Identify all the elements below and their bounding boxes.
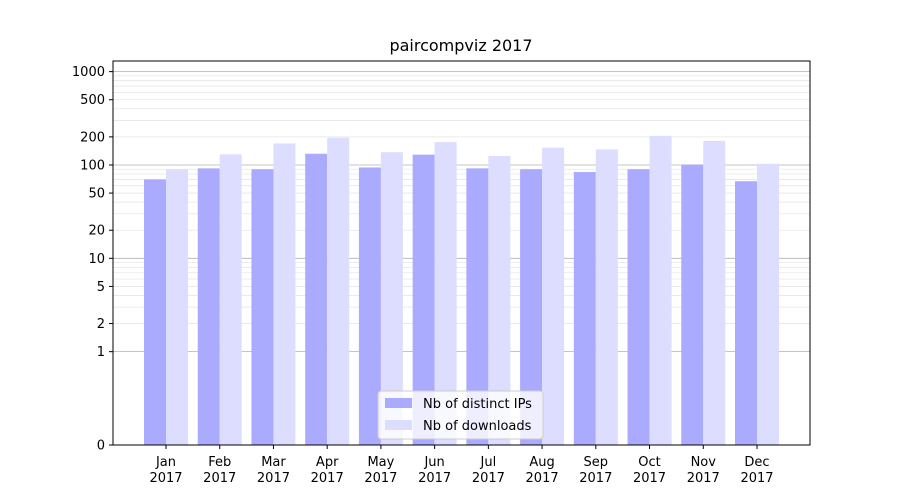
chart-title: paircompviz 2017 <box>389 36 532 55</box>
x-tick-label: May 2017 <box>364 455 397 486</box>
x-axis: Jan 2017 Feb 2017 Mar 2017 Apr 2017 May 2017 Jun 20… <box>149 445 774 486</box>
bars <box>144 135 779 446</box>
legend-label-downloads: Nb of downloads <box>423 419 532 434</box>
legend-label-distinct-ips: Nb of distinct IPs <box>423 397 532 412</box>
bar-distinct-ips <box>520 169 543 446</box>
bar-distinct-ips <box>197 168 220 445</box>
y-tick-label: 2 <box>97 317 105 332</box>
bar-distinct-ips <box>144 179 166 445</box>
x-tick-label: Aug 2017 <box>526 455 559 486</box>
x-tick-label: Jan 2017 <box>149 455 182 486</box>
y-tick-label: 200 <box>80 130 105 145</box>
y-tick-label: 0 <box>97 439 105 454</box>
bar-downloads <box>488 155 511 445</box>
x-tick-label: Jul 2017 <box>472 455 505 486</box>
legend-swatch-distinct-ips <box>385 398 412 408</box>
bar-downloads <box>273 143 296 445</box>
bar-downloads <box>166 169 188 446</box>
bar-downloads <box>595 149 618 445</box>
x-tick-label: Sep 2017 <box>579 455 612 486</box>
legend: Nb of distinct IPs Nb of downloads <box>377 390 544 440</box>
legend-box <box>377 390 544 440</box>
bar-distinct-ips <box>412 154 435 446</box>
bar-distinct-ips <box>573 172 596 445</box>
bar-downloads <box>757 163 779 446</box>
y-axis: 0 1 2 5 10 20 50 100 200 500 1000 <box>72 65 113 454</box>
y-tick-label: 100 <box>80 158 105 173</box>
x-tick-label: Jun 2017 <box>418 455 451 486</box>
bar-downloads <box>434 142 457 445</box>
bar-downloads <box>542 147 565 445</box>
x-tick-label: Oct 2017 <box>633 455 666 486</box>
bar-downloads <box>219 154 242 445</box>
bar-downloads <box>703 140 726 446</box>
x-tick-label: Mar 2017 <box>257 455 290 486</box>
bar-distinct-ips <box>735 181 757 446</box>
y-tick-label: 500 <box>80 93 105 108</box>
x-tick-label: Dec 2017 <box>740 455 773 486</box>
bar-downloads <box>649 135 672 445</box>
bar-downloads <box>380 152 403 445</box>
x-tick-label: Nov 2017 <box>687 455 720 486</box>
x-tick-label: Feb 2017 <box>203 455 236 486</box>
y-tick-label: 1 <box>97 345 105 360</box>
bar-distinct-ips <box>681 164 704 445</box>
bar-distinct-ips <box>251 169 274 446</box>
x-tick-label: Apr 2017 <box>311 455 344 486</box>
bar-downloads <box>327 137 350 445</box>
y-tick-label: 20 <box>88 224 105 239</box>
legend-swatch-downloads <box>385 420 412 430</box>
bar-distinct-ips <box>466 168 489 445</box>
y-tick-label: 1000 <box>72 65 105 80</box>
bar-distinct-ips <box>358 167 381 445</box>
bar-distinct-ips <box>305 153 328 445</box>
plot-frame <box>112 60 811 446</box>
bar-distinct-ips <box>627 169 650 446</box>
y-tick-label: 50 <box>88 187 105 202</box>
y-tick-label: 5 <box>97 280 105 295</box>
y-tick-label: 10 <box>88 252 105 267</box>
